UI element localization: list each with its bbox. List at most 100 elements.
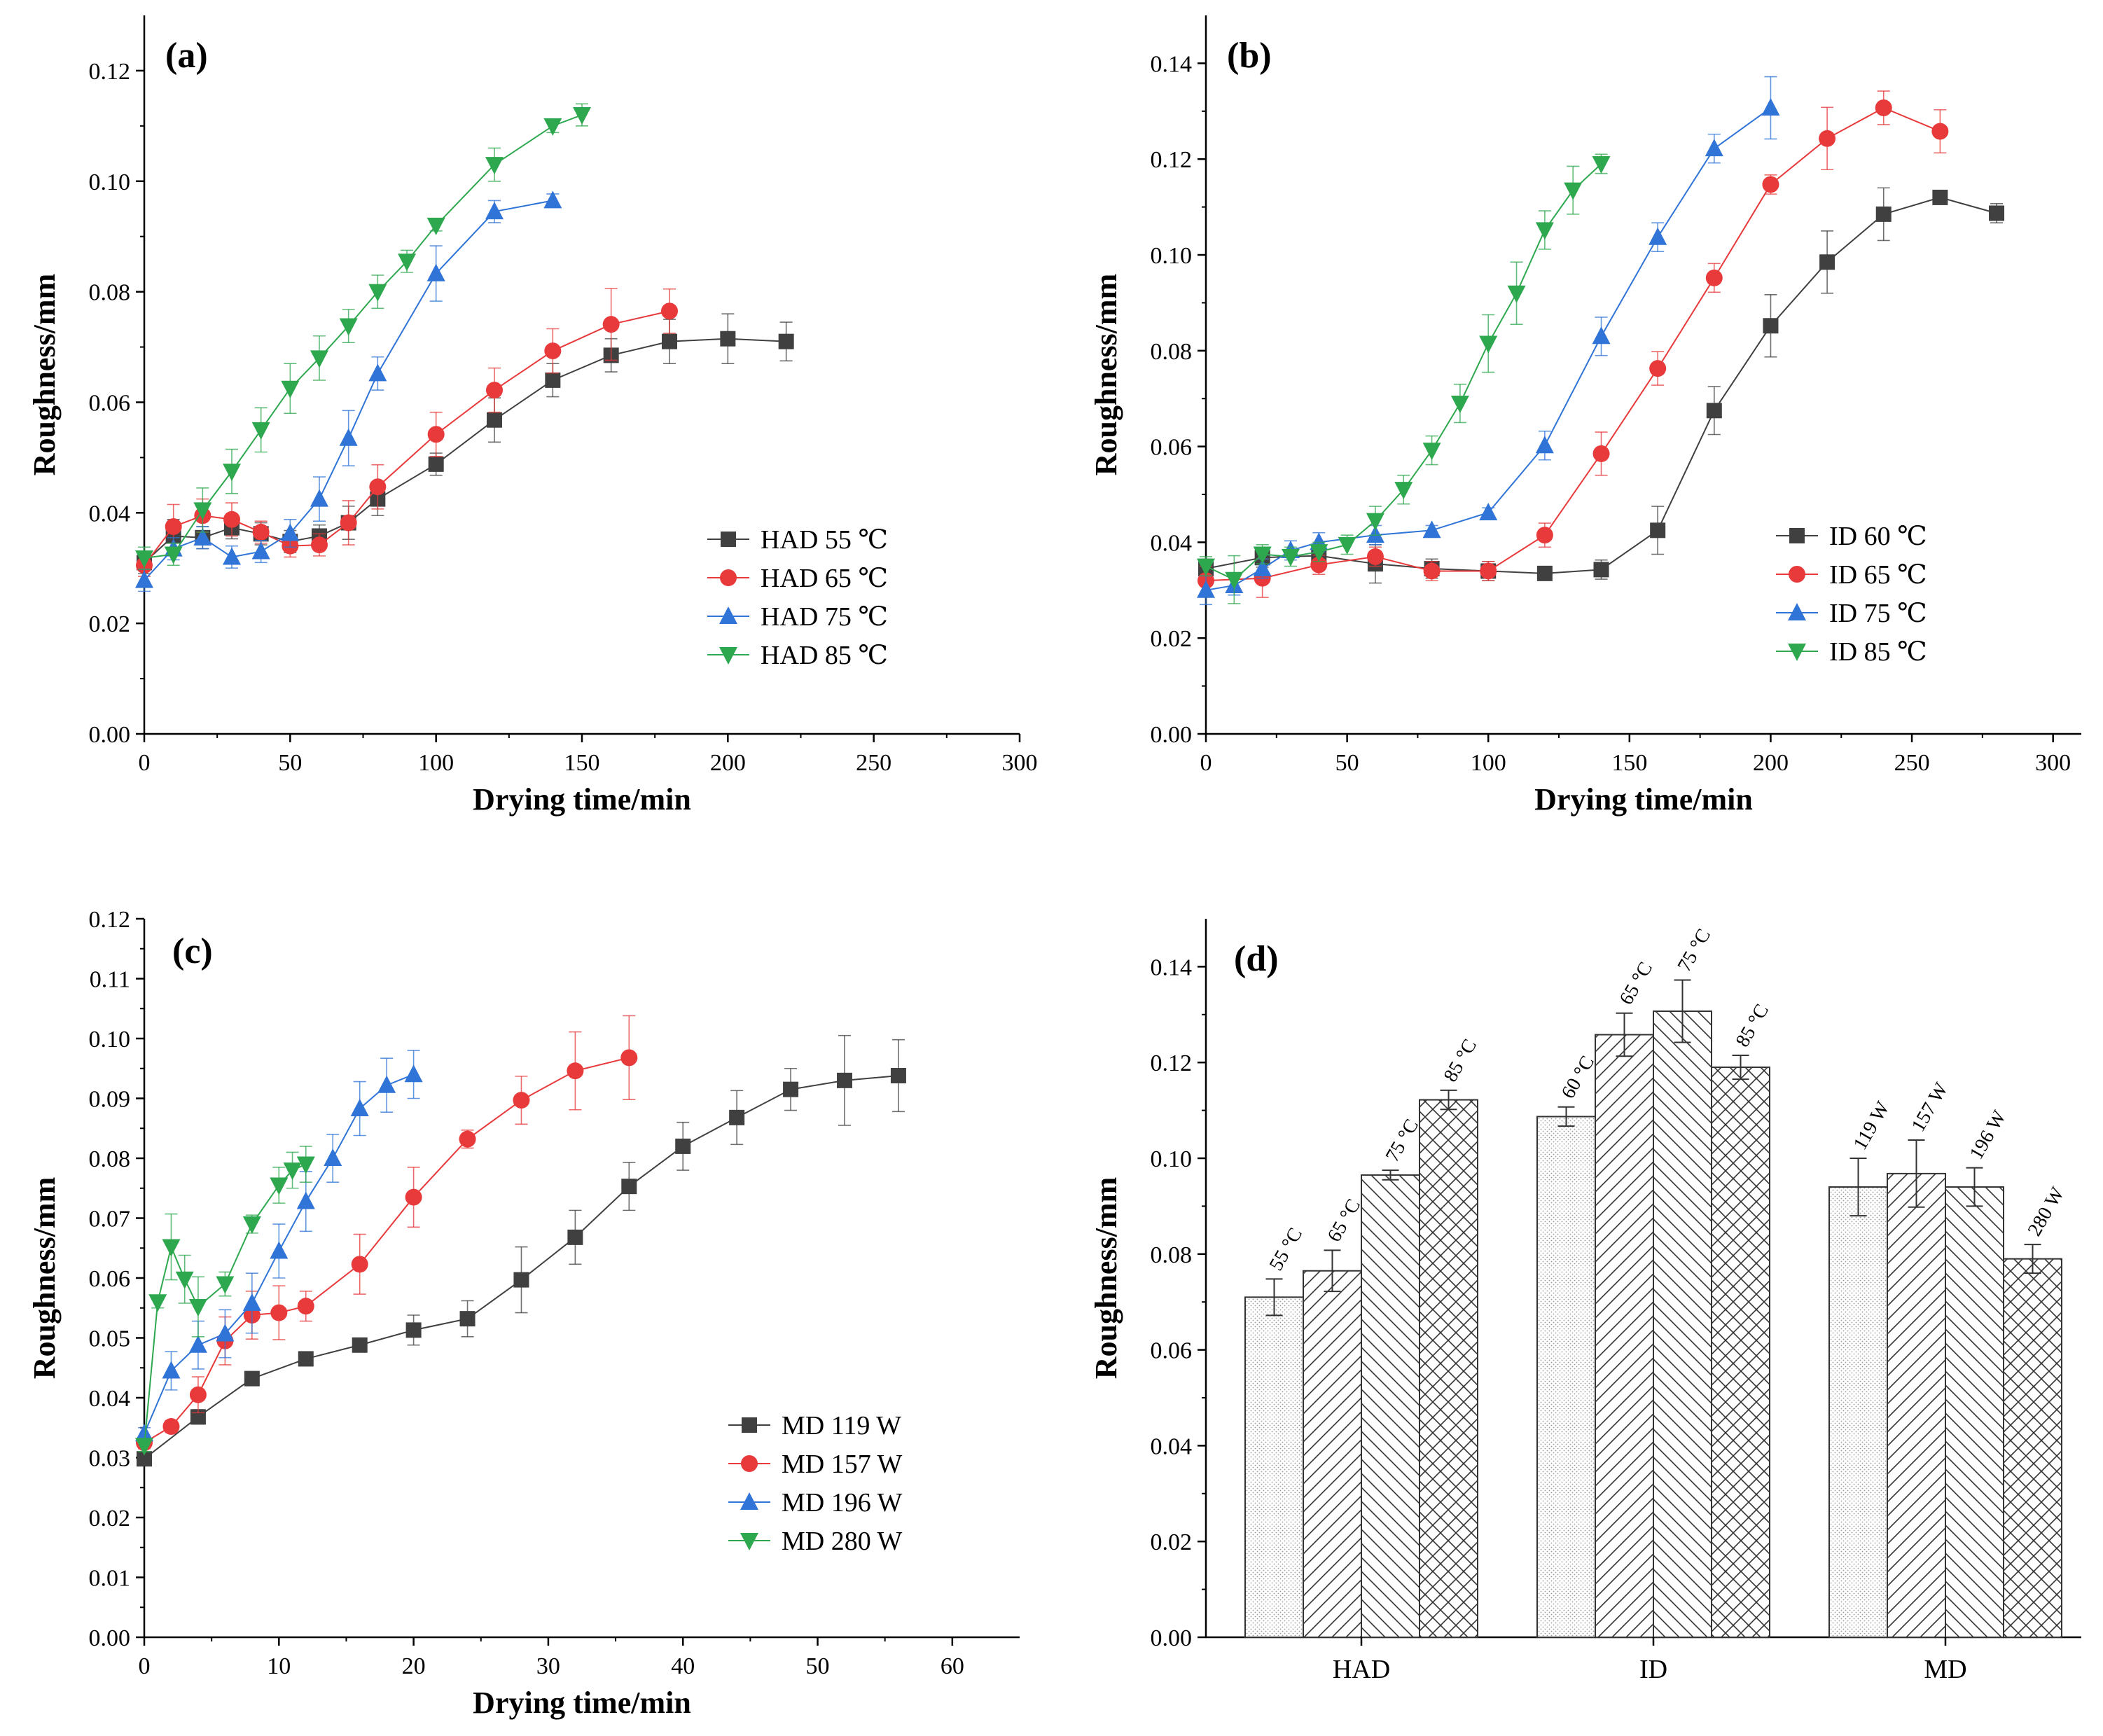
data-point bbox=[428, 456, 444, 472]
series-md-280-w bbox=[135, 1146, 315, 1456]
data-point bbox=[621, 1179, 637, 1195]
data-point bbox=[296, 1156, 315, 1174]
y-tick-label: 0.00 bbox=[89, 722, 131, 748]
y-tick-label: 0.12 bbox=[89, 59, 131, 85]
bar-label: 280 W bbox=[2024, 1183, 2069, 1240]
data-point bbox=[405, 1322, 422, 1338]
bar bbox=[1595, 1034, 1654, 1638]
data-point bbox=[543, 118, 562, 136]
y-tick-label: 0.12 bbox=[89, 907, 131, 933]
data-point bbox=[567, 1062, 584, 1080]
data-point bbox=[270, 1241, 289, 1259]
bar-label: 60 °C bbox=[1557, 1053, 1599, 1103]
data-point bbox=[729, 1109, 745, 1125]
data-point bbox=[351, 1256, 368, 1273]
data-point bbox=[513, 1272, 529, 1288]
legend-label: MD 280 W bbox=[782, 1527, 903, 1556]
y-tick-label: 0.08 bbox=[1151, 339, 1193, 365]
x-tick-label: 30 bbox=[536, 1653, 560, 1679]
x-tick-label: 60 bbox=[941, 1653, 964, 1679]
data-point bbox=[1875, 206, 1892, 222]
data-point bbox=[1479, 502, 1498, 520]
y-tick-label: 0.06 bbox=[89, 1266, 131, 1292]
data-point bbox=[1479, 335, 1498, 354]
legend-marker bbox=[1789, 528, 1805, 543]
data-point bbox=[1197, 558, 1215, 576]
x-tick-label: 250 bbox=[856, 750, 891, 776]
series-had-85 bbox=[135, 103, 591, 570]
data-point bbox=[368, 284, 387, 302]
legend-entry: HAD 65 ℃ bbox=[707, 564, 888, 593]
x-tick-label: 100 bbox=[1471, 750, 1506, 776]
legend-marker bbox=[742, 1417, 757, 1433]
legend-marker bbox=[720, 569, 737, 586]
y-tick-label: 0.00 bbox=[1151, 722, 1193, 748]
bar-label: 65 °C bbox=[1324, 1195, 1365, 1246]
data-point bbox=[311, 536, 328, 554]
bar bbox=[1945, 1186, 2004, 1639]
data-point bbox=[544, 342, 562, 360]
data-point bbox=[296, 1191, 315, 1209]
x-tick-label: 20 bbox=[402, 1653, 426, 1679]
data-point bbox=[1763, 318, 1779, 334]
x-tick-label: 50 bbox=[278, 750, 302, 776]
data-point bbox=[242, 1216, 261, 1235]
data-point bbox=[426, 263, 445, 282]
data-point bbox=[1507, 285, 1526, 303]
data-point bbox=[513, 1092, 530, 1109]
data-point bbox=[1281, 548, 1300, 567]
x-tick-label: 250 bbox=[1894, 750, 1930, 776]
legend-entry: MD 157 W bbox=[728, 1450, 903, 1479]
data-point bbox=[567, 1229, 583, 1245]
data-point bbox=[223, 511, 240, 528]
data-point bbox=[223, 547, 241, 565]
y-axis-title: Roughness/mm bbox=[1089, 274, 1123, 476]
y-axis-title: Roughness/mm bbox=[1089, 1177, 1123, 1380]
bar bbox=[1711, 1067, 1770, 1639]
x-tick-label: 0 bbox=[139, 750, 151, 776]
data-point bbox=[283, 1162, 302, 1181]
data-point bbox=[251, 541, 270, 560]
legend-marker bbox=[740, 1492, 758, 1510]
data-point bbox=[148, 1294, 167, 1312]
data-point bbox=[216, 1276, 235, 1294]
series-md-119-w bbox=[137, 1034, 906, 1467]
data-point bbox=[137, 1451, 152, 1467]
x-tick-label: 300 bbox=[1002, 750, 1038, 776]
bar-label: 119 W bbox=[1849, 1098, 1894, 1154]
legend-marker bbox=[719, 606, 737, 624]
legend-label: MD 196 W bbox=[782, 1488, 903, 1518]
bar-label: 75 °C bbox=[1382, 1116, 1423, 1166]
bar-label: 157 W bbox=[1908, 1079, 1953, 1136]
data-point bbox=[1592, 445, 1610, 462]
data-point bbox=[1450, 396, 1469, 414]
legend-marker bbox=[741, 1455, 758, 1472]
legend-label: ID 60 ℃ bbox=[1829, 522, 1927, 551]
data-point bbox=[244, 1370, 260, 1387]
data-point bbox=[426, 217, 445, 235]
bar-label: 55 °C bbox=[1265, 1224, 1307, 1275]
y-tick-label: 0.04 bbox=[1151, 1433, 1193, 1459]
data-point bbox=[405, 1188, 422, 1206]
y-axis-title: Roughness/mm bbox=[27, 274, 62, 476]
bar-group-had: 55 °C 65 °C 75 °C 85 °C HAD bbox=[1244, 1036, 1481, 1684]
bar bbox=[2003, 1258, 2062, 1638]
data-point bbox=[1705, 269, 1723, 286]
legend-entry: MD 196 W bbox=[728, 1488, 903, 1518]
data-point bbox=[1480, 562, 1497, 580]
panel-label: (d) bbox=[1234, 939, 1279, 979]
series-md-196-w bbox=[135, 1050, 423, 1442]
data-point bbox=[1225, 571, 1244, 590]
y-tick-label: 0.09 bbox=[89, 1087, 131, 1113]
data-point bbox=[135, 570, 153, 588]
data-point bbox=[193, 527, 212, 546]
data-point bbox=[252, 523, 270, 541]
x-axis-title: Drying time/min bbox=[473, 1686, 691, 1720]
data-point bbox=[1819, 130, 1836, 147]
legend-entry: MD 119 W bbox=[728, 1411, 901, 1440]
data-point bbox=[281, 523, 300, 541]
data-point bbox=[1931, 123, 1949, 140]
data-point bbox=[1649, 227, 1667, 245]
data-point bbox=[485, 157, 504, 175]
bar-label: 85 °C bbox=[1732, 1001, 1773, 1051]
